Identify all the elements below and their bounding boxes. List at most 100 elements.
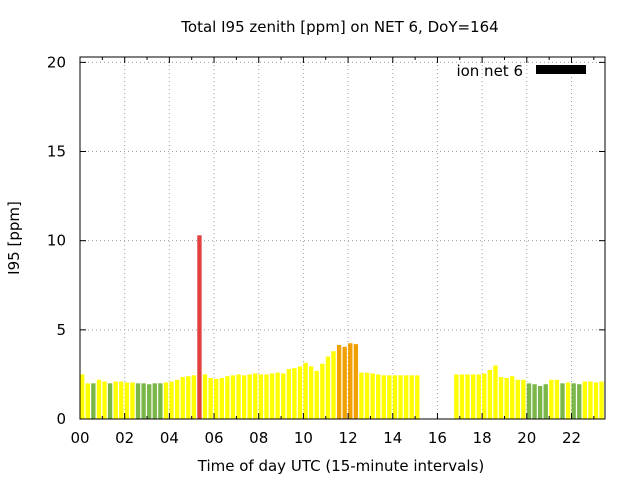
- bar: [135, 383, 141, 419]
- bar: [119, 381, 124, 419]
- legend-label: ion net 6: [456, 62, 523, 80]
- bar: [521, 379, 526, 419]
- bar: [180, 377, 185, 419]
- bar: [381, 375, 386, 419]
- bar: [297, 366, 303, 419]
- x-tick-label: 12: [339, 429, 358, 447]
- bar: [264, 374, 269, 419]
- bar: [336, 344, 342, 419]
- bar: [403, 375, 409, 419]
- bar: [230, 375, 236, 419]
- bar: [241, 375, 247, 419]
- x-tick-label: 08: [249, 429, 268, 447]
- bar: [415, 375, 420, 419]
- bar: [107, 383, 113, 419]
- bar: [537, 386, 543, 419]
- bar: [292, 368, 297, 419]
- bar: [482, 373, 487, 419]
- bar: [147, 384, 152, 419]
- bar: [102, 381, 107, 419]
- x-tick-label: 20: [517, 429, 536, 447]
- x-tick-label: 02: [115, 429, 134, 447]
- bar: [577, 384, 582, 419]
- bar: [85, 383, 90, 419]
- bar: [498, 377, 504, 419]
- plot-frame: [79, 56, 606, 420]
- bar: [409, 375, 414, 419]
- bar: [543, 384, 548, 419]
- bar: [571, 383, 576, 419]
- grid-lines: [80, 57, 605, 419]
- y-tick-label: 10: [47, 232, 66, 250]
- x-tick-label: 10: [294, 429, 313, 447]
- bar: [191, 375, 197, 419]
- bar: [91, 383, 96, 419]
- bar: [253, 373, 258, 419]
- bar: [470, 374, 476, 419]
- x-tick-label: 04: [160, 429, 179, 447]
- bar: [158, 383, 163, 419]
- y-axis-label: I95 [ppm]: [5, 201, 23, 275]
- bar: [124, 382, 130, 419]
- bar: [364, 372, 370, 419]
- x-tick-label: 14: [383, 429, 402, 447]
- bar: [599, 381, 604, 419]
- bar: [487, 369, 493, 419]
- x-tick-label: 00: [70, 429, 89, 447]
- bar: [186, 376, 191, 419]
- bar: [392, 375, 398, 419]
- bar: [476, 374, 481, 419]
- bar: [258, 374, 264, 419]
- bar: [325, 356, 331, 419]
- x-tick-label: 16: [428, 429, 447, 447]
- bar-series: [80, 235, 604, 419]
- bar: [303, 362, 308, 419]
- bar: [493, 365, 498, 419]
- bar: [593, 382, 599, 419]
- bar: [376, 374, 381, 419]
- y-tick-label: 5: [56, 321, 66, 339]
- bar: [554, 379, 560, 419]
- bar: [348, 343, 353, 419]
- bar: [113, 381, 118, 419]
- bar: [286, 369, 292, 419]
- bar: [387, 375, 392, 419]
- bar: [96, 379, 102, 419]
- bar: [219, 377, 224, 419]
- bar: [247, 374, 252, 419]
- bar: [236, 374, 241, 419]
- bar: [526, 383, 532, 419]
- bar: [582, 381, 588, 419]
- bar: [459, 374, 465, 419]
- legend: ion net 6: [456, 62, 586, 80]
- bar: [454, 374, 459, 419]
- bar: [532, 384, 537, 419]
- bar: [202, 374, 208, 419]
- bar: [359, 372, 364, 419]
- bar: [398, 375, 403, 419]
- bar: [214, 378, 219, 419]
- bar: [197, 235, 202, 419]
- bar: [275, 372, 280, 419]
- x-tick-label: 06: [204, 429, 223, 447]
- bar: [80, 374, 85, 419]
- bar: [549, 379, 554, 419]
- bar: [565, 382, 571, 419]
- bar: [163, 382, 169, 419]
- bar: [320, 363, 325, 419]
- bar: [353, 344, 359, 419]
- bar: [281, 373, 286, 419]
- bar: [331, 351, 336, 419]
- x-tick-label: 22: [562, 429, 581, 447]
- legend-swatch: [536, 65, 586, 74]
- y-tick-label: 0: [56, 410, 66, 428]
- bar: [588, 381, 593, 419]
- bar: [560, 383, 565, 419]
- bar: [225, 376, 230, 419]
- bar: [130, 382, 135, 419]
- bar: [342, 346, 347, 419]
- bar: [174, 379, 180, 419]
- bar: [314, 370, 319, 419]
- bar: [465, 374, 470, 419]
